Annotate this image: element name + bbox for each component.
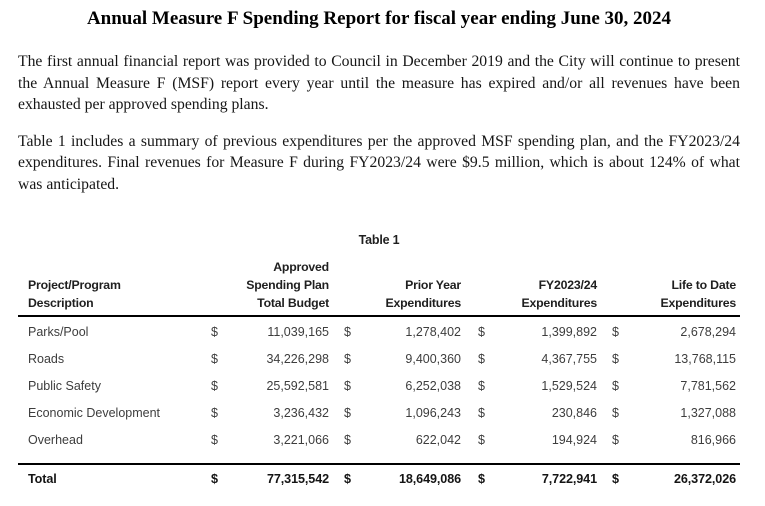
cell-value: 622,042 (415, 433, 461, 448)
cell-value: 3,236,432 (273, 406, 329, 421)
spending-table: Project/Program Description Approved Spe… (18, 258, 740, 493)
report-title: Annual Measure F Spending Report for fis… (86, 8, 672, 29)
cell-value: 13,768,115 (674, 352, 736, 367)
total-fy2023-24-cell: $ 7,722,941 (473, 472, 607, 486)
approved-budget-cell: $ 3,221,066 (206, 433, 339, 447)
dollar-sign: $ (211, 433, 218, 448)
table-row-public-safety: Public Safety $ 25,592,581 $ 6,252,038 $… (18, 373, 740, 400)
cell-value: 4,367,755 (541, 352, 597, 367)
dollar-sign: $ (478, 406, 485, 421)
cell-value: 1,327,088 (680, 406, 736, 421)
dollar-sign: $ (612, 433, 619, 448)
approved-budget-cell: $ 25,592,581 (206, 379, 339, 393)
cell-value: 1,278,402 (405, 325, 461, 340)
cell-value: 194,924 (551, 433, 597, 448)
approved-budget-cell: $ 11,039,165 (206, 325, 339, 339)
dollar-sign: $ (344, 433, 351, 448)
life-to-date-cell: $ 2,678,294 (607, 325, 740, 339)
dollar-sign: $ (612, 379, 619, 394)
dollar-sign: $ (612, 406, 619, 421)
table-body: Parks/Pool $ 11,039,165 $ 1,278,402 $ 1,… (18, 317, 740, 454)
dollar-sign: $ (612, 471, 619, 486)
cell-value: 25,592,581 (266, 379, 329, 394)
dollar-sign: $ (344, 352, 351, 367)
life-to-date-cell: $ 13,768,115 (607, 352, 740, 366)
dollar-sign: $ (612, 352, 619, 367)
total-life-to-date-cell: $ 26,372,026 (607, 472, 740, 486)
header-project-program-description: Project/Program Description (28, 277, 121, 310)
header-approved-spending-plan-total-budget: Approved Spending Plan Total Budget (246, 259, 329, 310)
cell-value: 77,315,542 (266, 471, 329, 486)
cell-value: 9,400,360 (405, 352, 461, 367)
cell-value: 1,399,892 (541, 325, 597, 340)
cell-value: 3,221,066 (273, 433, 329, 448)
cell-value: 11,039,165 (267, 325, 329, 340)
cell-value: 34,226,298 (266, 352, 329, 367)
cell-value: 2,678,294 (680, 325, 736, 340)
dollar-sign: $ (211, 352, 218, 367)
dollar-sign: $ (478, 352, 485, 367)
dollar-sign: $ (478, 379, 485, 394)
fy2023-24-cell: $ 194,924 (473, 433, 607, 447)
fy2023-24-cell: $ 1,529,524 (473, 379, 607, 393)
prior-year-cell: $ 9,400,360 (339, 352, 473, 366)
fy2023-24-cell: $ 1,399,892 (473, 325, 607, 339)
cell-value: 26,372,026 (673, 471, 736, 486)
approved-budget-cell: $ 34,226,298 (206, 352, 339, 366)
table-row-economic-development: Economic Development $ 3,236,432 $ 1,096… (18, 400, 740, 427)
cell-value: 7,722,941 (541, 471, 597, 486)
approved-budget-cell: $ 3,236,432 (206, 406, 339, 420)
dollar-sign: $ (612, 325, 619, 340)
total-prior-year-cell: $ 18,649,086 (339, 472, 473, 486)
header-life-to-date-expenditures: Life to Date Expenditures (660, 277, 736, 310)
dollar-sign: $ (344, 379, 351, 394)
header-fy2023-24-expenditures: FY2023/24 Expenditures (521, 277, 597, 310)
intro-paragraph: The first annual financial report was pr… (18, 53, 740, 114)
dollar-sign: $ (344, 471, 351, 486)
row-label: Public Safety (28, 379, 101, 394)
cell-value: 1,096,243 (405, 406, 461, 421)
table-row-overhead: Overhead $ 3,221,066 $ 622,042 $ 194,924… (18, 427, 740, 454)
dollar-sign: $ (211, 471, 218, 486)
cell-value: 6,252,038 (405, 379, 461, 394)
cell-value: 230,846 (551, 406, 597, 421)
table-caption: Table 1 (358, 232, 400, 247)
life-to-date-cell: $ 7,781,562 (607, 379, 740, 393)
dollar-sign: $ (478, 325, 485, 340)
table-total-row: Total $ 77,315,542 $ 18,649,086 $ 7,722,… (18, 462, 740, 493)
header-prior-year-expenditures: Prior Year Expenditures (385, 277, 461, 310)
cell-value: 1,529,524 (541, 379, 597, 394)
row-label: Overhead (28, 433, 83, 448)
row-label: Roads (28, 352, 65, 367)
dollar-sign: $ (344, 325, 351, 340)
cell-value: 7,781,562 (680, 379, 736, 394)
row-label: Parks/Pool (28, 325, 89, 340)
dollar-sign: $ (478, 471, 485, 486)
dollar-sign: $ (211, 325, 218, 340)
cell-value: 816,966 (690, 433, 736, 448)
row-label: Economic Development (28, 406, 161, 421)
dollar-sign: $ (211, 379, 218, 394)
fy2023-24-cell: $ 230,846 (473, 406, 607, 420)
cell-value: 18,649,086 (398, 471, 461, 486)
total-label: Total (28, 471, 57, 486)
prior-year-cell: $ 1,096,243 (339, 406, 473, 420)
dollar-sign: $ (344, 406, 351, 421)
life-to-date-cell: $ 816,966 (607, 433, 740, 447)
table-row-parks-pool: Parks/Pool $ 11,039,165 $ 1,278,402 $ 1,… (18, 319, 740, 346)
prior-year-cell: $ 6,252,038 (339, 379, 473, 393)
table-header-row: Project/Program Description Approved Spe… (18, 258, 740, 317)
table-row-roads: Roads $ 34,226,298 $ 9,400,360 $ 4,367,7… (18, 346, 740, 373)
fy2023-24-cell: $ 4,367,755 (473, 352, 607, 366)
dollar-sign: $ (478, 433, 485, 448)
life-to-date-cell: $ 1,327,088 (607, 406, 740, 420)
dollar-sign: $ (211, 406, 218, 421)
total-approved-budget-cell: $ 77,315,542 (206, 472, 339, 486)
prior-year-cell: $ 622,042 (339, 433, 473, 447)
prior-year-cell: $ 1,278,402 (339, 325, 473, 339)
summary-paragraph: Table 1 includes a summary of previous e… (18, 132, 740, 193)
